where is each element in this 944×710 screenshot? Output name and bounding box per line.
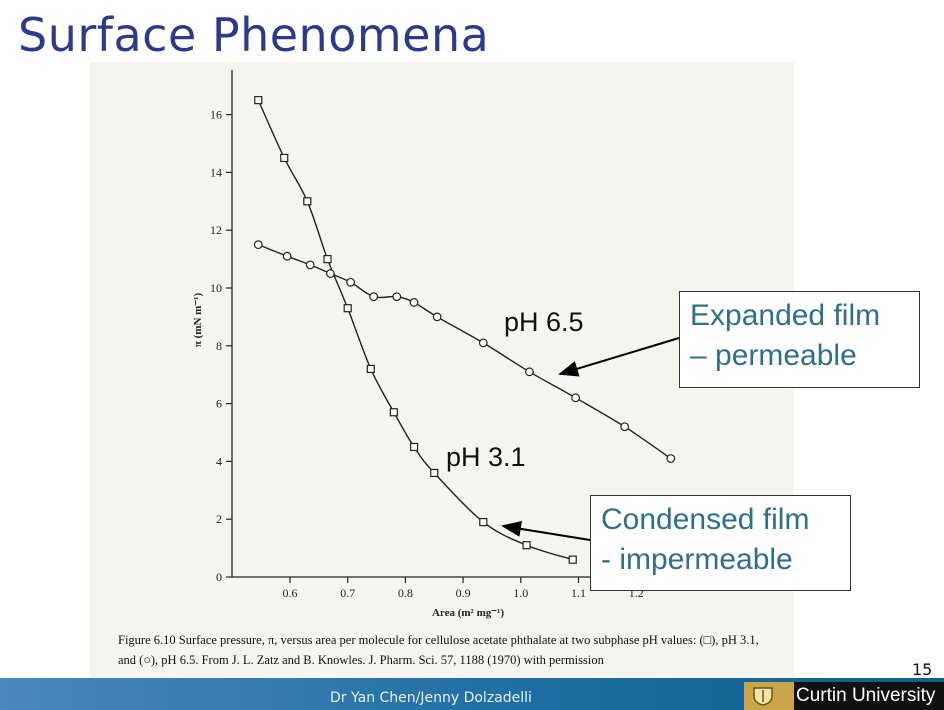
footer-presenter: Dr Yan Chen/Jenny Dolzadelli [330, 690, 532, 706]
data-point-circle [666, 454, 676, 463]
data-point-square [303, 197, 312, 206]
y-tick-label: 14 [210, 165, 222, 179]
crest-icon [753, 687, 773, 706]
data-point-circle [432, 312, 442, 322]
series-label-ph31: pH 3.1 [446, 442, 526, 472]
y-tick-label: 8 [216, 339, 222, 353]
data-point-square [389, 408, 398, 417]
data-point-circle [253, 240, 263, 250]
data-point-circle [325, 269, 335, 278]
x-axis-title: Area (m² mg⁻¹) [432, 607, 504, 619]
data-point-square [280, 153, 289, 163]
arrow-expanded [558, 337, 680, 377]
data-point-circle [369, 292, 379, 302]
x-tick-label: 0.8 [398, 586, 413, 600]
data-point-circle [392, 292, 402, 302]
data-point-square [254, 96, 263, 105]
figure-caption: Figure 6.10 Surface pressure, π, versus … [118, 633, 759, 667]
x-tick-label: 0.9 [456, 586, 471, 600]
callout-expanded-line1: Expanded film [690, 299, 881, 332]
data-point-circle [620, 422, 630, 432]
data-point-circle [409, 298, 419, 307]
callout-arrows [501, 337, 680, 541]
y-tick-label: 4 [216, 454, 222, 468]
figure-scan [90, 62, 794, 698]
series-line-ph65 [258, 244, 672, 460]
y-tick-label: 12 [210, 223, 222, 237]
page-number: 15 [912, 660, 933, 679]
callout-condensed-film: Condensed film - impermeable [590, 495, 851, 591]
y-tick-label: 10 [210, 281, 222, 295]
callout-condensed-line1: Condensed film [601, 503, 810, 536]
y-tick-label: 2 [216, 512, 222, 526]
callout-condensed-line2: - impermeable [601, 543, 793, 576]
data-point-circle [305, 260, 315, 270]
data-point-square [409, 442, 419, 452]
x-tick-label: 0.6 [283, 586, 298, 600]
chart-curves [257, 99, 672, 561]
brand-name: Curtin University [794, 682, 944, 710]
chart-markers [253, 96, 676, 564]
series-label-ph65: pH 6.5 [504, 307, 584, 337]
data-point-circle [571, 393, 581, 403]
data-point-circle [282, 251, 292, 261]
data-point-circle [478, 338, 488, 348]
data-point-square [343, 304, 352, 313]
data-point-circle [346, 277, 355, 287]
arrow-condensed [501, 520, 591, 541]
y-tick-label: 16 [210, 108, 222, 122]
data-point-square [430, 468, 439, 478]
x-tick-label: 1.0 [513, 586, 528, 600]
x-tick-label: 1.1 [571, 586, 586, 600]
y-tick-label: 6 [216, 397, 222, 411]
data-point-square [366, 364, 375, 374]
data-point-square [568, 555, 577, 564]
data-point-square [522, 541, 531, 550]
data-point-circle [525, 367, 534, 377]
callout-expanded-film: Expanded film – permeable [679, 291, 920, 388]
callout-expanded-line2: – permeable [690, 339, 857, 372]
data-point-square [479, 517, 488, 527]
x-tick-label: 0.7 [340, 586, 355, 600]
y-tick-label: 0 [216, 570, 222, 584]
y-axis-title: π (mN m⁻¹) [192, 293, 204, 348]
slide-title: Surface Phenomena [18, 8, 490, 62]
data-point-square [323, 255, 332, 264]
